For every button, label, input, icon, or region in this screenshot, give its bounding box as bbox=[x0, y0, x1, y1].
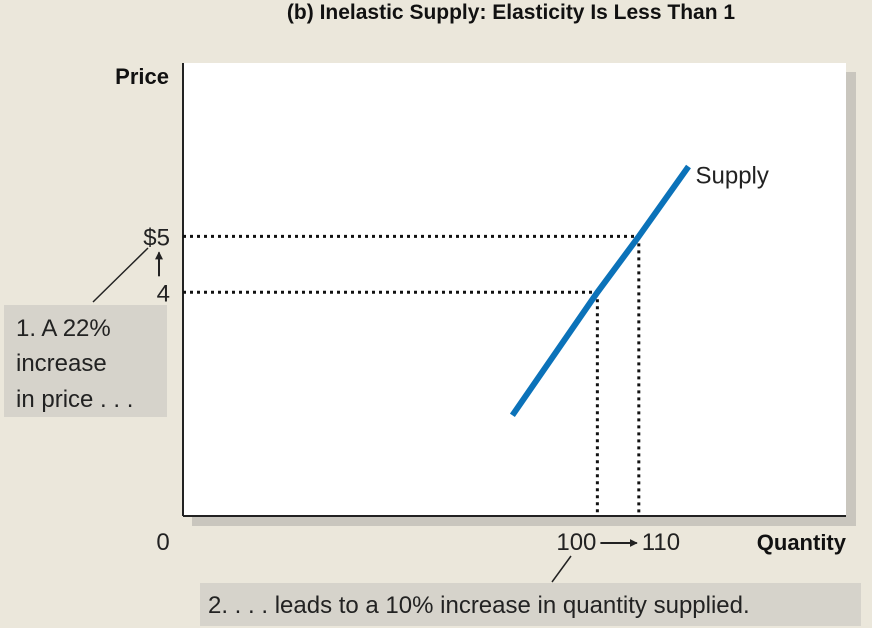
y-tick-label-5: $5 bbox=[143, 224, 170, 251]
quantity-note-box bbox=[200, 583, 861, 626]
supply-label: Supply bbox=[696, 163, 769, 190]
price-note-box bbox=[4, 305, 167, 417]
price-note-leader bbox=[92, 247, 149, 303]
supply-curve bbox=[509, 164, 691, 418]
chart-title: (b) Inelastic Supply: Elasticity Is Less… bbox=[287, 1, 735, 24]
quantity-note-leader bbox=[551, 555, 572, 583]
price-note-line-3: in price . . . bbox=[16, 386, 133, 413]
x-axis-label: Quantity bbox=[757, 530, 847, 555]
y-tick-label-4: 4 bbox=[157, 280, 170, 307]
guide-lines bbox=[183, 234, 641, 516]
price-note-line-2: increase bbox=[16, 350, 107, 377]
price-note-line-1: 1. A 22% bbox=[16, 315, 111, 342]
quantity-note: 2. . . . leads to a 10% increase in quan… bbox=[208, 592, 750, 619]
plot-area bbox=[183, 63, 846, 516]
x-tick-label-100: 100 bbox=[556, 529, 596, 556]
origin-label: 0 bbox=[156, 529, 169, 556]
x-tick-label-110: 110 bbox=[642, 529, 680, 556]
y-axis-label: Price bbox=[115, 64, 169, 89]
